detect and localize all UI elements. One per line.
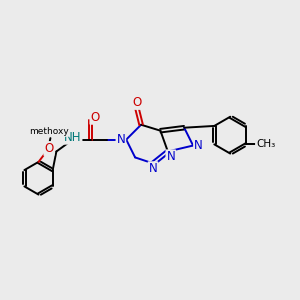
Text: N: N — [167, 150, 175, 163]
Text: N: N — [148, 162, 157, 175]
Text: N: N — [116, 133, 125, 146]
Text: O: O — [90, 111, 100, 124]
Text: O: O — [44, 142, 54, 155]
Text: CH₃: CH₃ — [256, 140, 275, 149]
Text: N: N — [194, 139, 203, 152]
Text: methoxy: methoxy — [29, 127, 69, 136]
Text: O: O — [132, 96, 141, 109]
Text: NH: NH — [64, 131, 82, 144]
